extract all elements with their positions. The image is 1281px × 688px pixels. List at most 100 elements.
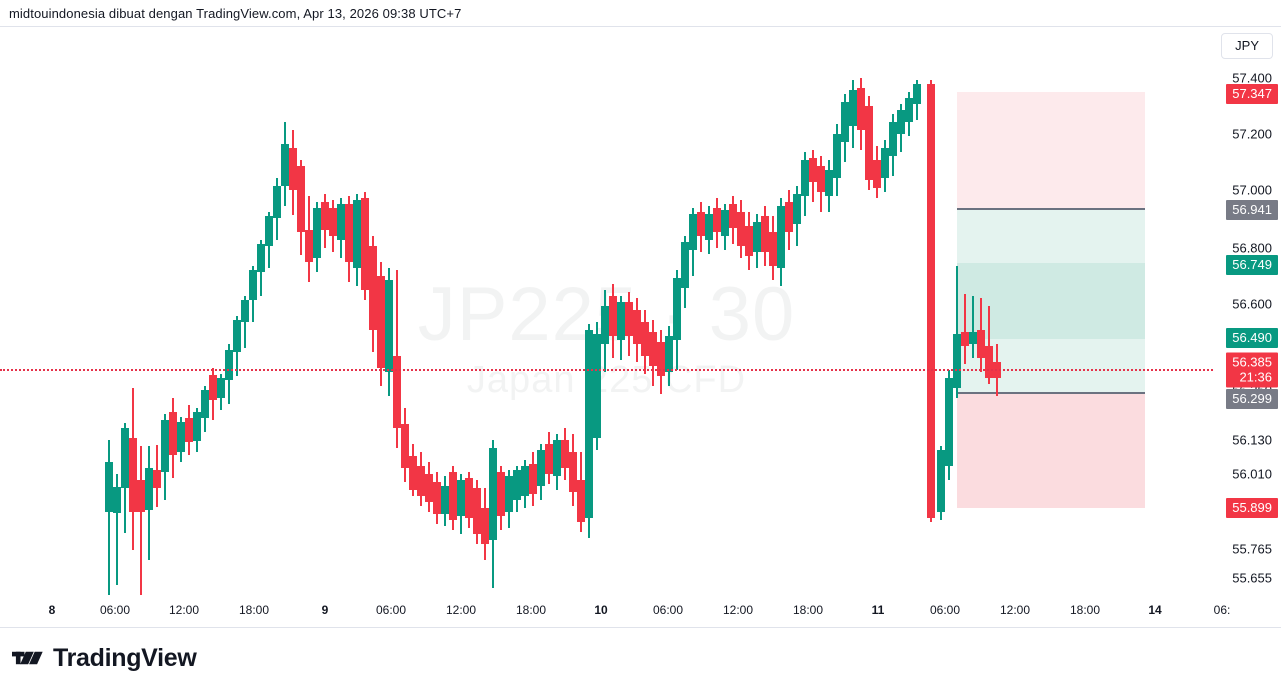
candle-body <box>633 310 641 344</box>
time-axis[interactable]: 8 06:00 12:00 18:00 9 06:00 12:00 18:00 10 06:00 1… <box>0 595 1281 628</box>
candle-body <box>561 440 569 468</box>
candle-body <box>825 170 833 196</box>
candle-body <box>105 462 113 512</box>
time-axis-label: 14 <box>1148 603 1162 617</box>
candle-body <box>977 330 985 358</box>
resistance-price-label[interactable]: 57.347 <box>1226 84 1278 104</box>
header-divider <box>0 26 1281 27</box>
candle-body <box>849 90 857 126</box>
candle-body <box>833 134 841 178</box>
candle-body <box>257 244 265 272</box>
upper-neutral-zone[interactable] <box>957 210 1145 263</box>
time-axis-label: 06:00 <box>375 603 407 617</box>
candle-body <box>521 466 529 496</box>
candle-body <box>905 98 913 122</box>
support-price-label[interactable]: 55.899 <box>1226 498 1278 518</box>
candle-body <box>729 204 737 228</box>
candle-body <box>113 487 121 513</box>
candle-body <box>377 276 385 368</box>
candle-body <box>553 440 561 476</box>
current-price-line[interactable] <box>0 369 1213 371</box>
candle-body <box>873 160 881 188</box>
candle-body <box>233 320 241 352</box>
candle-body <box>361 198 369 290</box>
candle-body <box>409 456 417 490</box>
upper-boundary-price-label[interactable]: 56.941 <box>1226 200 1278 220</box>
candle-body <box>609 296 617 336</box>
candle-body <box>593 334 601 438</box>
candle-body <box>641 322 649 356</box>
candle-wick <box>956 266 958 398</box>
price-tick-label: 57.400 <box>1232 70 1272 86</box>
price-tick-label: 57.200 <box>1232 126 1272 142</box>
price-tick-label: 55.765 <box>1232 541 1272 557</box>
price-tick-label: 56.010 <box>1232 466 1272 482</box>
time-axis-label: 18:00 <box>792 603 824 617</box>
candle-body <box>489 448 497 540</box>
candle-body <box>673 278 681 340</box>
candle-body <box>473 488 481 534</box>
candle-body <box>193 412 201 441</box>
price-axis[interactable]: JPY 57.40057.20057.00056.80056.60056.250… <box>1213 27 1281 595</box>
candle-body <box>769 232 777 266</box>
candle-body <box>129 438 137 512</box>
currency-badge[interactable]: JPY <box>1221 33 1273 59</box>
candle-body <box>441 486 449 514</box>
candle-body <box>577 480 585 522</box>
candle-body <box>537 450 545 486</box>
candle-body <box>425 474 433 502</box>
target-zone[interactable] <box>957 263 1145 339</box>
time-axis-label: 12:00 <box>168 603 200 617</box>
candle-body <box>777 206 785 268</box>
time-axis-label: 18:00 <box>238 603 270 617</box>
chart-plot-area[interactable]: JP225 · 30 Japan 225 CFD <box>0 27 1213 595</box>
target-price-label[interactable]: 56.749 <box>1226 255 1278 275</box>
candle-body <box>401 424 409 468</box>
candle-body <box>953 334 961 388</box>
upper-zone-boundary-line[interactable] <box>957 208 1145 210</box>
lower-support-zone[interactable] <box>957 394 1145 508</box>
lower-zone-boundary-line[interactable] <box>957 392 1145 394</box>
candle-body <box>985 346 993 378</box>
candle-wick <box>964 294 966 364</box>
lower-boundary-price-label[interactable]: 56.299 <box>1226 389 1278 409</box>
candle-body <box>601 306 609 344</box>
candle-body <box>969 332 977 344</box>
candle-body <box>753 222 761 252</box>
time-axis-label: 11 <box>871 603 885 617</box>
price-tick-label: 56.800 <box>1232 240 1272 256</box>
tradingview-logo[interactable]: TradingView <box>12 644 197 673</box>
candle-body <box>369 246 377 330</box>
candle-body <box>169 412 177 455</box>
candle-body <box>497 472 505 516</box>
candle-wick <box>116 474 118 585</box>
candle-body <box>841 102 849 142</box>
candle-body <box>513 470 521 500</box>
candle-body <box>737 212 745 246</box>
candle-body <box>153 470 161 488</box>
candle-body <box>801 160 809 196</box>
time-axis-label: 12:00 <box>722 603 754 617</box>
tradingview-mark-icon <box>12 651 43 665</box>
candle-body <box>937 450 945 512</box>
price-tick-label: 57.000 <box>1232 182 1272 198</box>
upper-resistance-zone[interactable] <box>957 92 1145 209</box>
candle-wick <box>244 296 246 348</box>
watermark-description: Japan 225 CFD <box>466 359 747 401</box>
candle-wick <box>988 306 990 384</box>
time-axis-label: 12:00 <box>445 603 477 617</box>
candle-body <box>793 194 801 224</box>
candle-body <box>761 216 769 252</box>
candle-body <box>505 476 513 512</box>
tradingview-wordmark: TradingView <box>53 643 197 672</box>
candle-body <box>745 226 753 256</box>
attribution-text: midtouindonesia dibuat dengan TradingVie… <box>9 5 462 21</box>
candle-body <box>657 342 665 376</box>
candle-body <box>897 110 905 134</box>
last-price-label[interactable]: 56.385 21:36 <box>1226 352 1278 388</box>
candle-body <box>161 420 169 472</box>
candle-body <box>913 84 921 104</box>
candle-body <box>481 508 489 544</box>
entry-price-label[interactable]: 56.490 <box>1226 328 1278 348</box>
candle-body <box>321 202 329 230</box>
